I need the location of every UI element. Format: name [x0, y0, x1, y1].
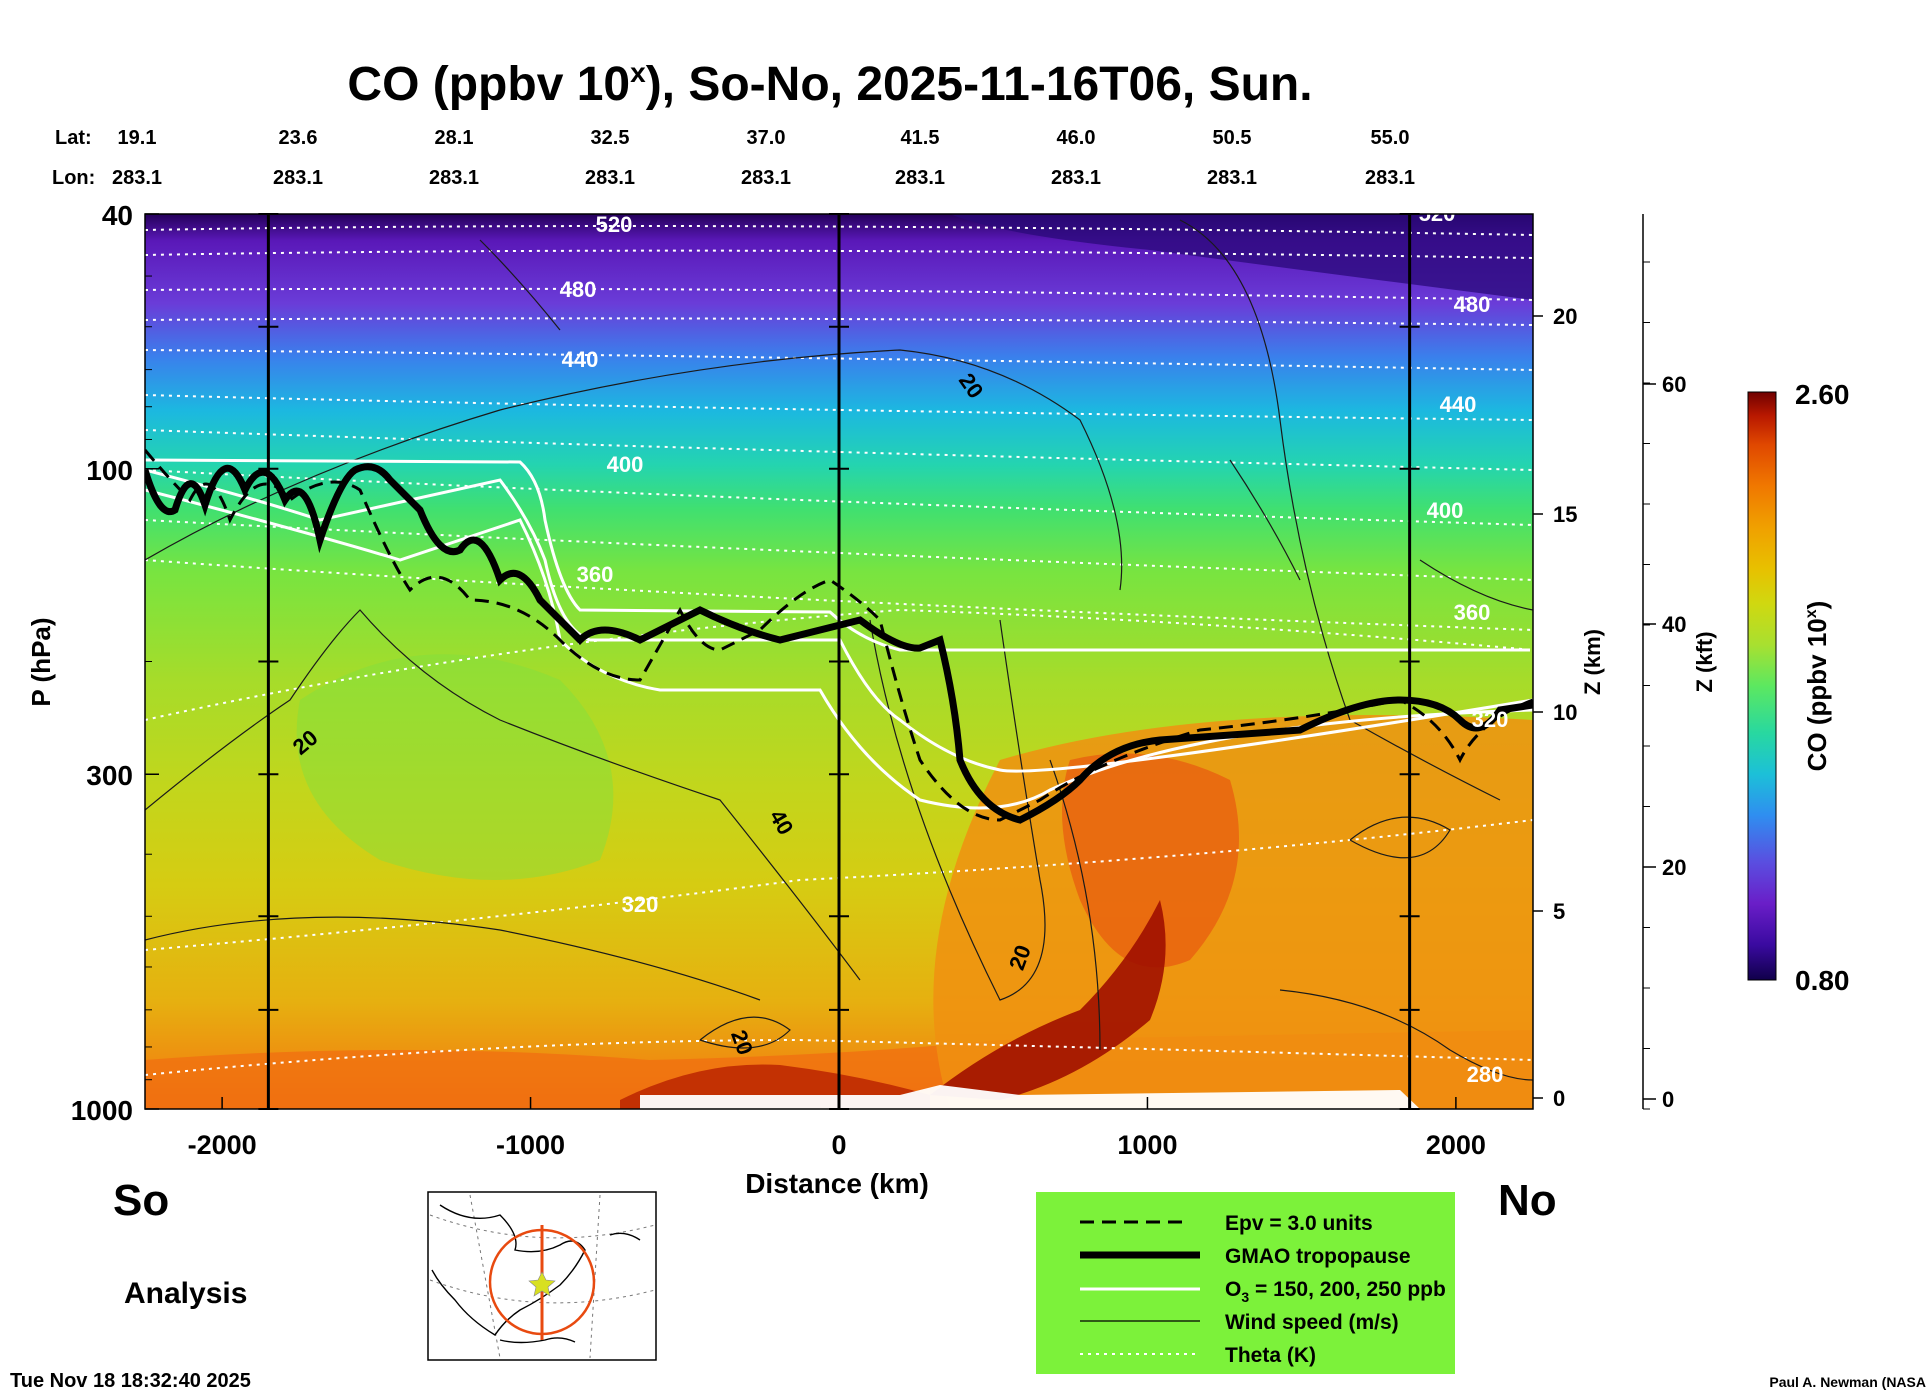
lat-value: 55.0 [1371, 127, 1410, 149]
legend: Epv = 3.0 units GMAO tropopause O3 = 150… [1036, 1192, 1455, 1374]
z-km-label: Z (km) [1580, 629, 1605, 695]
lat-lon-row: 19.1 23.6 28.1 32.5 37.0 41.5 46.0 50.5 55.0 283.… [112, 127, 1415, 189]
x-tick-label: 1000 [1117, 1130, 1177, 1160]
chart-title: CO (ppbv 10x), So-No, 2025-11-16T06, Sun… [347, 57, 1312, 111]
theta-contours [145, 225, 1533, 1076]
theta-labels: 520 480 440 400 360 320 280 520 480 440 … [560, 201, 1509, 1087]
legend-theta: Theta (K) [1225, 1344, 1316, 1367]
lat-label: Lat: [55, 127, 92, 149]
lat-value: 32.5 [591, 127, 630, 149]
lon-value: 283.1 [1365, 167, 1415, 189]
colorbar [1747, 391, 1777, 981]
x-tick-label: 0 [831, 1130, 846, 1160]
wind-contours [145, 219, 1533, 1081]
z-km-axis: 0 5 10 15 20 [1533, 304, 1577, 1111]
zkm-tick-label: 15 [1553, 502, 1577, 527]
colorbar-max-label: 2.60 [1795, 379, 1850, 410]
inset-map [427, 1191, 657, 1361]
lat-value: 28.1 [435, 127, 474, 149]
timestamp: Tue Nov 18 18:32:40 2025 [10, 1370, 251, 1392]
legend-epv: Epv = 3.0 units [1225, 1212, 1373, 1235]
lat-value: 37.0 [747, 127, 786, 149]
zkft-tick-label: 20 [1662, 855, 1686, 880]
colorbar-min-label: 0.80 [1795, 965, 1850, 996]
y-tick-label: 40 [102, 200, 133, 231]
zkm-tick-label: 10 [1553, 700, 1577, 725]
legend-o3: O3 = 150, 200, 250 ppb [1225, 1278, 1446, 1305]
y-axis: 40 100 300 1000 [71, 200, 159, 1126]
analysis-label: Analysis [124, 1277, 247, 1310]
zkft-tick-label: 40 [1662, 612, 1686, 637]
south-label: So [113, 1176, 169, 1225]
x-tick-label: -1000 [496, 1130, 565, 1160]
theta-label: 320 [622, 892, 659, 917]
credit: Paul A. Newman (NASA [1769, 1374, 1926, 1390]
lon-value: 283.1 [273, 167, 323, 189]
y-tick-label: 300 [86, 760, 133, 791]
theta-label: 320 [1472, 707, 1509, 732]
z-kft-axis: 0 20 40 60 [1642, 214, 1686, 1112]
lat-value: 50.5 [1213, 127, 1252, 149]
lon-value: 283.1 [585, 167, 635, 189]
zkft-tick-label: 0 [1662, 1087, 1674, 1112]
zkm-tick-label: 5 [1553, 899, 1565, 924]
theta-label: 360 [577, 562, 614, 587]
zkft-tick-label: 60 [1662, 372, 1686, 397]
theta-label: 280 [1467, 1062, 1504, 1087]
theta-label: 440 [562, 347, 599, 372]
lat-value: 41.5 [901, 127, 940, 149]
lon-value: 283.1 [1207, 167, 1257, 189]
epv-line [145, 449, 1533, 822]
colorbar-label: CO (ppbv 10x) [1802, 601, 1832, 772]
lon-value: 283.1 [741, 167, 791, 189]
x-tick-label: -2000 [188, 1130, 257, 1160]
lat-value: 23.6 [279, 127, 318, 149]
lon-value: 283.1 [112, 167, 162, 189]
lon-label: Lon: [52, 167, 95, 189]
y-axis-label: P (hPa) [26, 617, 56, 706]
legend-tropopause: GMAO tropopause [1225, 1245, 1411, 1268]
zkm-tick-label: 20 [1553, 304, 1577, 329]
theta-label: 400 [1427, 498, 1464, 523]
theta-label: 400 [607, 452, 644, 477]
legend-wind: Wind speed (m/s) [1225, 1311, 1399, 1334]
y-tick-label: 100 [86, 455, 133, 486]
north-label: No [1498, 1176, 1557, 1225]
theta-label: 480 [1454, 292, 1491, 317]
zkm-tick-label: 0 [1553, 1086, 1565, 1111]
lat-value: 46.0 [1057, 127, 1096, 149]
lon-value: 283.1 [1051, 167, 1101, 189]
lat-value: 19.1 [118, 127, 157, 149]
x-axis: -2000 -1000 0 1000 2000 [188, 1097, 1486, 1160]
theta-label: 520 [596, 212, 633, 237]
x-tick-label: 2000 [1426, 1130, 1486, 1160]
theta-label: 360 [1454, 600, 1491, 625]
lon-value: 283.1 [895, 167, 945, 189]
tropopause-line [145, 463, 1533, 824]
z-kft-label: Z (kft) [1692, 631, 1717, 692]
theta-label: 520 [1419, 201, 1456, 226]
lon-value: 283.1 [429, 167, 479, 189]
section-markers [258, 213, 1420, 1110]
theta-label: 440 [1440, 392, 1477, 417]
x-axis-label: Distance (km) [745, 1168, 929, 1199]
y-tick-label: 1000 [71, 1095, 133, 1126]
theta-label: 480 [560, 277, 597, 302]
